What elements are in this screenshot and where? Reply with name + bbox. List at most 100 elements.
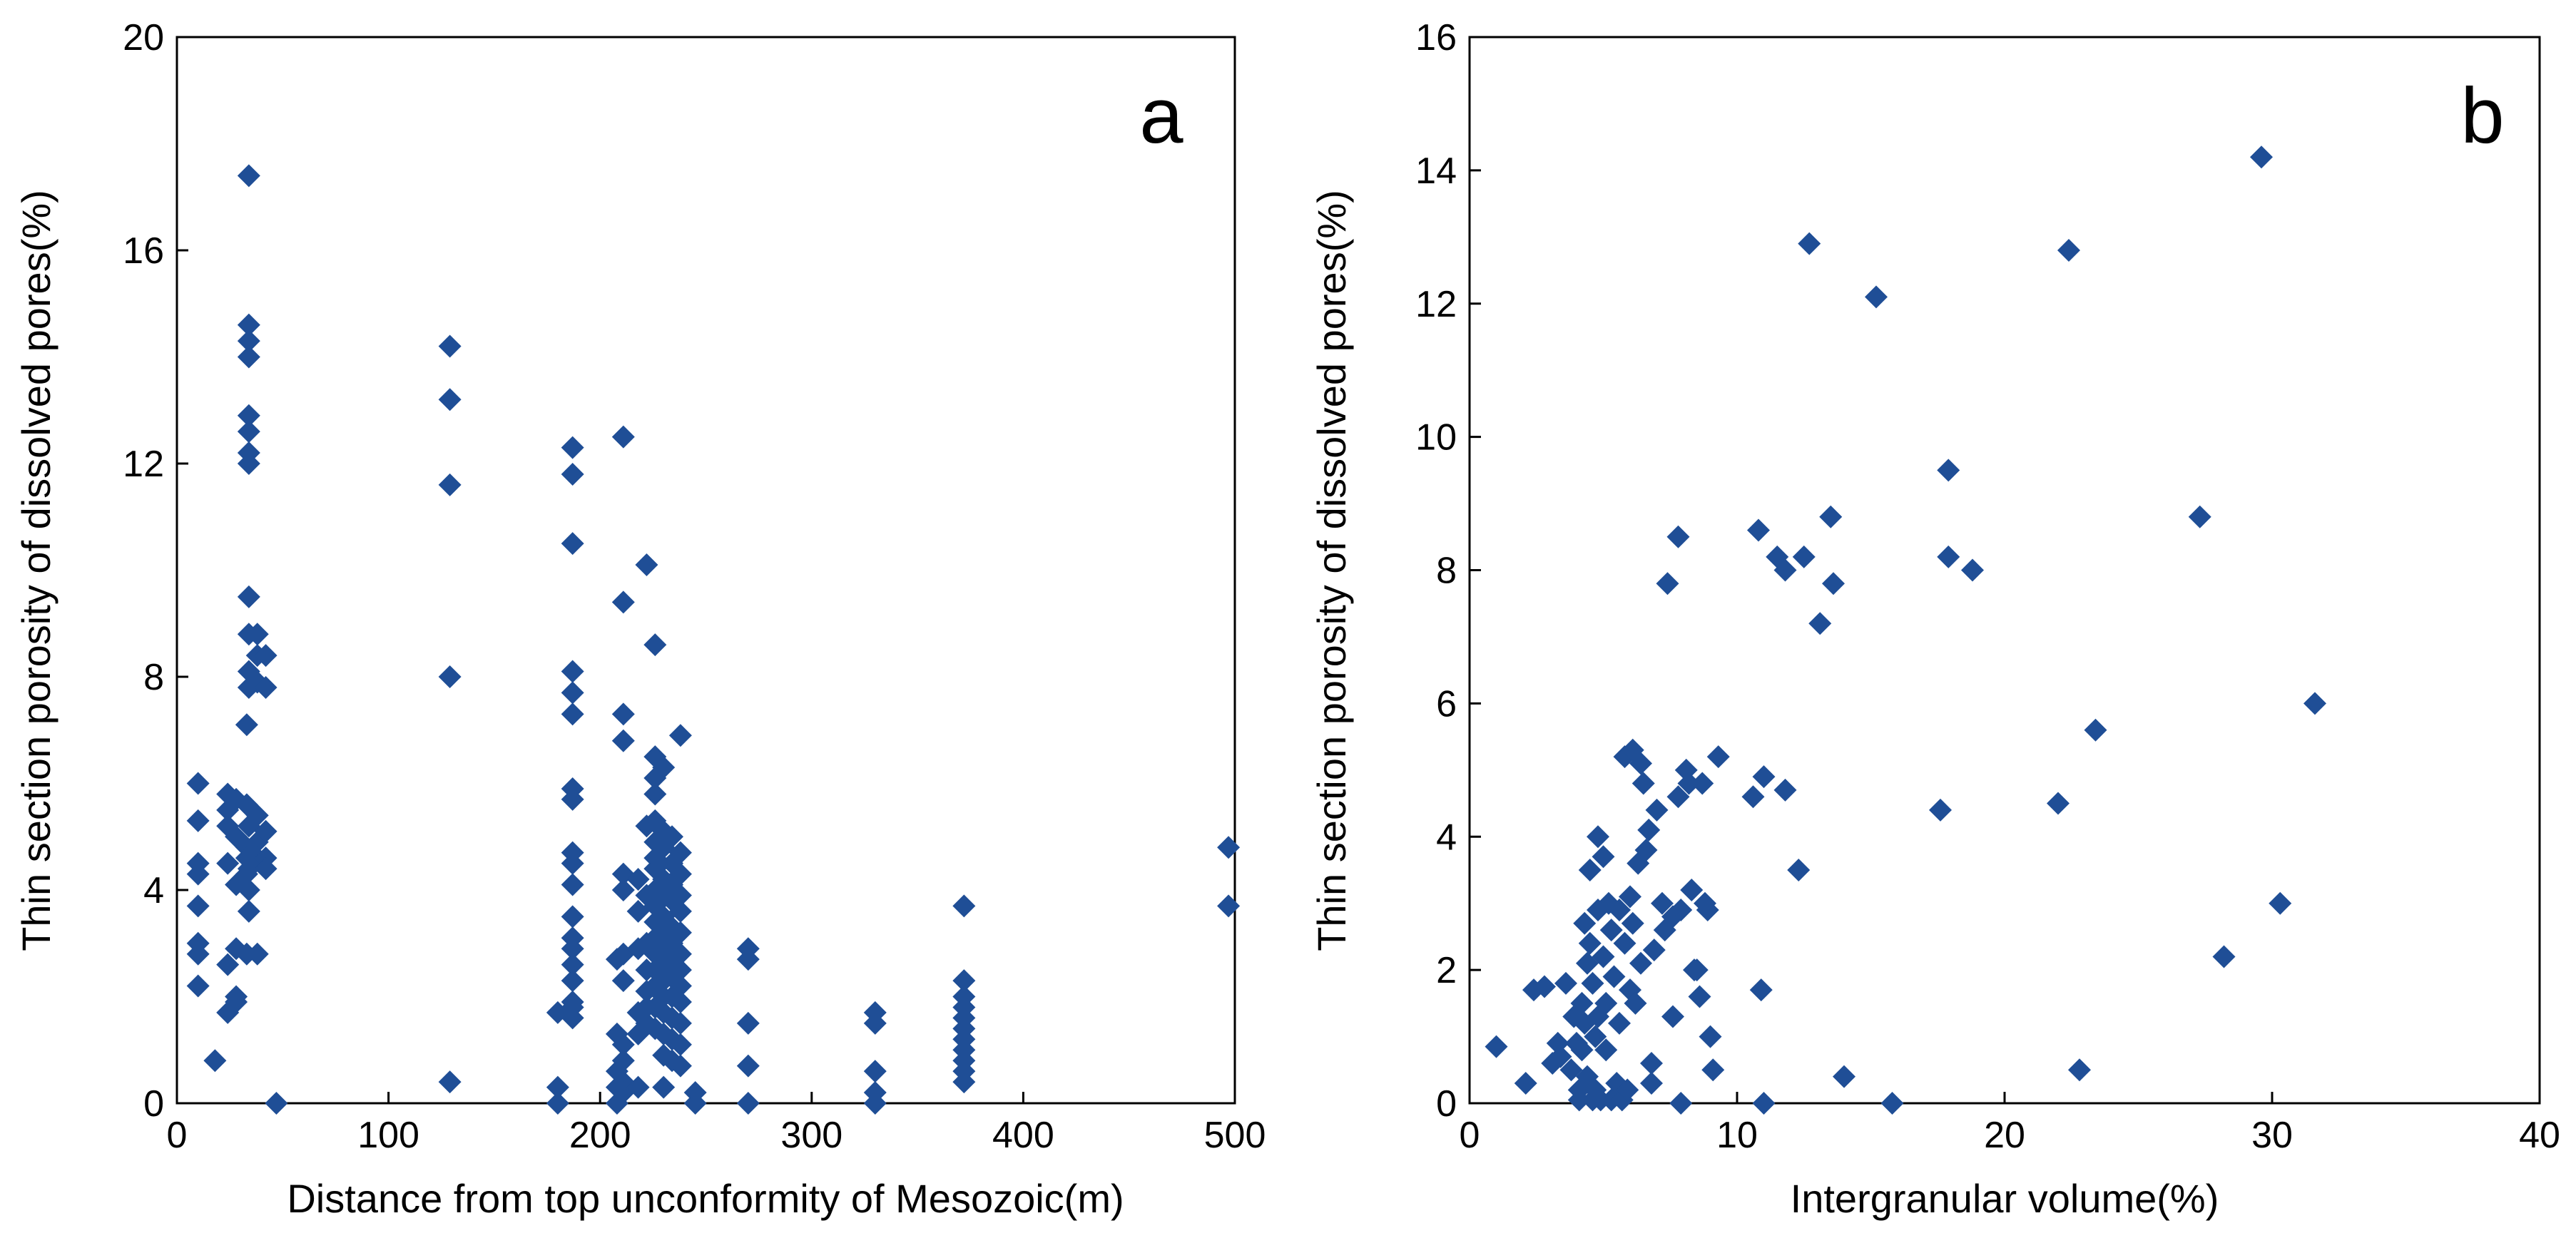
data-point-b [1929, 798, 1952, 822]
data-point-a [245, 623, 269, 646]
data-point-b [2068, 1058, 2091, 1082]
data-points-b [1485, 145, 2326, 1115]
data-point-b [1822, 572, 1845, 595]
data-point-a [626, 1075, 650, 1099]
data-point-b [2212, 945, 2236, 968]
data-point-a [216, 851, 240, 875]
data-point-a [186, 809, 210, 832]
x-tick-label-a: 0 [167, 1115, 188, 1156]
data-point-b [1747, 518, 1770, 542]
data-point-b [1696, 899, 1719, 922]
data-point-a [561, 462, 584, 486]
data-point-a [643, 782, 667, 806]
data-point-b [1592, 945, 1615, 968]
data-point-a [546, 1075, 569, 1099]
data-point-b [1629, 951, 1652, 975]
data-point-a [668, 1033, 692, 1056]
data-point-a [225, 990, 248, 1013]
data-point-a [561, 1006, 584, 1030]
data-point-a [254, 819, 278, 843]
data-point-a [561, 905, 584, 929]
data-point-b [1701, 1058, 1725, 1082]
data-point-b [1752, 765, 1776, 789]
data-point-a [438, 473, 462, 496]
data-points-a [186, 164, 1241, 1115]
data-point-a [438, 665, 462, 688]
data-point-a [237, 329, 260, 353]
data-point-b [1651, 891, 1674, 915]
data-point-a [561, 436, 584, 459]
y-tick-label-b: 14 [1415, 150, 1457, 192]
data-point-a [863, 1060, 887, 1083]
panel-label-a: a [1139, 72, 1183, 160]
data-point-a [611, 425, 635, 449]
data-point-b [1880, 1092, 1904, 1115]
data-point-a [952, 894, 976, 918]
x-tick-label-b: 0 [1460, 1115, 1480, 1156]
data-point-a [668, 974, 692, 998]
data-point-a [237, 879, 260, 901]
data-point-a [668, 862, 692, 886]
data-point-b [1680, 879, 1704, 901]
data-point-a [611, 729, 635, 752]
data-point-b [1594, 1038, 1618, 1062]
data-point-a [952, 969, 976, 993]
tick-marks-a [175, 36, 1236, 1105]
data-point-b [1594, 991, 1618, 1015]
data-point-b [1619, 885, 1641, 909]
tick-labels-a: 0 100 200 300 400 500 0 4 8 12 16 20 [123, 17, 1266, 1156]
data-point-a [561, 681, 584, 705]
data-point-a [626, 899, 650, 923]
data-point-b [1699, 1025, 1722, 1048]
data-point-a [661, 825, 684, 849]
x-tick-label-b: 10 [1716, 1115, 1758, 1156]
data-point-a [186, 862, 210, 886]
data-point-b [2057, 239, 2080, 262]
x-tick-label-a: 300 [780, 1115, 842, 1156]
data-point-a [203, 1049, 227, 1073]
data-point-b [1666, 525, 1690, 548]
data-point-b [1937, 545, 1960, 568]
data-point-b [1629, 752, 1652, 775]
data-point-a [611, 590, 635, 614]
data-point-b [1833, 1065, 1855, 1088]
data-point-a [237, 313, 260, 337]
y-tick-label-b: 10 [1415, 417, 1457, 459]
data-point-b [1961, 558, 1984, 582]
data-point-a [254, 857, 278, 881]
y-tick-label-b: 2 [1436, 950, 1457, 991]
data-point-a [668, 921, 692, 944]
data-point-b [1570, 1038, 1594, 1062]
data-point-b [1819, 505, 1843, 528]
data-point-a [668, 958, 692, 982]
plot-frame-a [175, 36, 1236, 1105]
data-point-b [1592, 845, 1615, 869]
data-point-b [1587, 825, 1609, 849]
data-point-b [1685, 958, 1709, 982]
data-point-a [683, 1092, 707, 1115]
data-point-a [235, 713, 258, 737]
data-point-b [1616, 1078, 1639, 1102]
data-point-b [2303, 692, 2326, 715]
data-point-a [611, 879, 635, 901]
chart-panel-a: 0 100 200 300 400 500 0 4 8 12 16 20 a Distance fro… [14, 17, 1266, 1221]
data-point-a [186, 894, 210, 918]
data-point-a [736, 1011, 760, 1035]
x-tick-label-b: 20 [1984, 1115, 2025, 1156]
data-point-a [546, 1092, 569, 1115]
data-point-b [2084, 718, 2107, 742]
y-tick-label-b: 4 [1436, 817, 1457, 858]
data-point-a [668, 942, 692, 966]
y-tick-label-b: 0 [1436, 1083, 1457, 1125]
data-point-b [1578, 931, 1602, 955]
data-point-a [245, 804, 269, 827]
data-point-a [438, 1070, 462, 1094]
data-point-a [561, 532, 584, 556]
y-tick-label-b: 6 [1436, 683, 1457, 725]
data-point-a [736, 948, 760, 971]
data-point-b [1631, 772, 1655, 795]
data-point-b [1773, 558, 1797, 582]
data-point-a [863, 1011, 887, 1035]
data-point-b [1533, 975, 1556, 998]
